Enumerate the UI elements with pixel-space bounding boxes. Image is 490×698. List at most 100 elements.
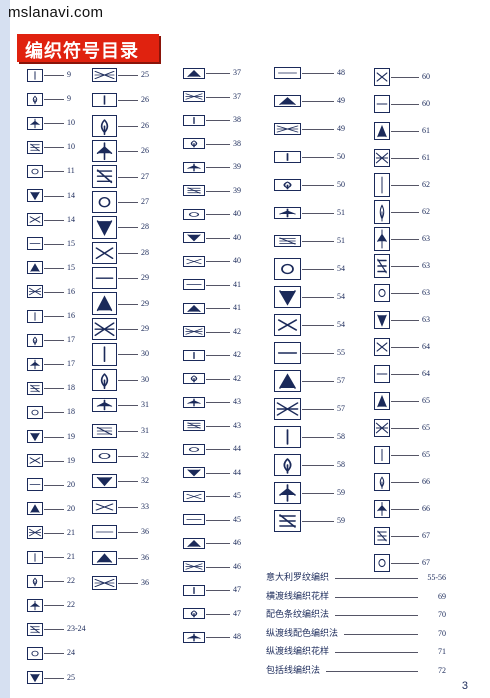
leader-line — [302, 241, 334, 242]
knitting-symbol-icon — [183, 420, 205, 431]
leader-line — [44, 219, 64, 221]
note-page-ref: 70 — [438, 610, 446, 619]
page-ref: 20 — [67, 503, 75, 513]
leader-line — [44, 605, 64, 607]
leader-line — [44, 388, 64, 390]
knitting-symbol-icon — [183, 302, 205, 314]
page-ref: 59 — [337, 488, 345, 497]
note-leader-line — [335, 596, 418, 598]
symbol-entry: 19 — [27, 430, 99, 444]
note-text: 意大利罗纹编织 — [266, 573, 330, 583]
page-ref: 22 — [67, 600, 75, 610]
knitting-symbol-icon — [183, 138, 205, 149]
knitting-symbol-icon — [374, 527, 390, 545]
knitting-symbol-icon — [274, 454, 301, 476]
page-ref: 32 — [141, 451, 149, 460]
symbol-entry: 29 — [92, 292, 183, 315]
symbol-entry: 16 — [27, 285, 99, 299]
leader-line — [302, 157, 334, 158]
leader-line — [118, 252, 138, 254]
symbol-entry: 21 — [27, 526, 99, 540]
knitting-symbol-icon — [374, 311, 390, 329]
page-ref: 28 — [141, 247, 149, 257]
symbol-entry: 38 — [183, 113, 282, 127]
symbol-entry: 40 — [183, 207, 282, 221]
leader-line — [391, 536, 419, 537]
symbol-entry: 40 — [183, 231, 282, 245]
symbol-entry: 60 — [374, 68, 470, 86]
knitting-symbol-icon — [183, 608, 205, 619]
leader-line — [391, 158, 419, 159]
leader-line — [206, 519, 230, 521]
leader-line — [206, 566, 230, 568]
knitting-symbol-icon — [92, 317, 117, 341]
page-ref: 19 — [67, 431, 75, 441]
note-leader-line — [335, 652, 418, 653]
knitting-symbol-icon — [183, 537, 205, 549]
symbol-entry: 36 — [92, 550, 183, 565]
symbol-entry: 23-24 — [27, 622, 99, 636]
page-ref: 63 — [422, 261, 430, 270]
page-ref: 50 — [337, 152, 345, 161]
page-ref: 31 — [141, 400, 149, 410]
symbol-entry: 58 — [274, 426, 399, 448]
knitting-symbol-icon — [27, 550, 43, 564]
symbol-entry: 51 — [274, 206, 399, 220]
knitting-symbol-icon — [27, 381, 43, 395]
leader-line — [391, 482, 419, 483]
knitting-symbol-icon — [183, 161, 205, 173]
note-row: 纵渡线编织花样 71 — [266, 645, 446, 659]
leader-line — [118, 379, 138, 381]
knitting-symbol-icon — [183, 584, 205, 596]
symbol-entry: 10 — [27, 140, 99, 154]
leader-line — [391, 293, 419, 294]
leader-line — [206, 120, 230, 121]
page-ref: 62 — [422, 207, 430, 216]
leader-line — [118, 532, 138, 534]
knitting-symbol-icon — [274, 482, 301, 504]
page-ref: 26 — [141, 146, 149, 156]
leader-line — [206, 543, 230, 544]
page-ref: 48 — [337, 68, 345, 77]
knitting-symbol-icon — [27, 502, 43, 516]
page-ref: 44 — [233, 467, 241, 477]
knitting-symbol-icon — [274, 370, 301, 392]
leader-line — [302, 185, 334, 186]
knitting-symbol-icon — [27, 598, 43, 612]
page-ref: 54 — [337, 320, 345, 329]
symbol-entry: 31 — [92, 423, 183, 438]
symbol-entry: 59 — [274, 482, 399, 504]
page-ref: 18 — [67, 407, 75, 417]
symbol-entry: 46 — [183, 536, 282, 550]
symbol-entry: 29 — [92, 267, 183, 290]
leader-line — [302, 73, 334, 74]
symbol-entry: 47 — [183, 583, 282, 597]
knitting-symbol-icon — [27, 574, 43, 588]
knitting-symbol-icon — [92, 165, 117, 188]
symbol-entry: 16 — [27, 309, 99, 323]
page-ref: 42 — [233, 350, 241, 359]
symbol-entry: 33 — [92, 499, 183, 514]
knitting-symbol-icon — [374, 95, 390, 113]
leader-line — [118, 278, 138, 280]
page-ref: 31 — [141, 425, 149, 435]
symbol-entry: 49 — [274, 122, 399, 136]
knitting-symbol-icon — [274, 286, 301, 308]
knitting-symbol-icon — [183, 232, 205, 243]
leader-line — [391, 347, 419, 348]
note-text: 横渡线编织花样 — [266, 591, 330, 602]
page-ref: 24 — [67, 648, 75, 658]
page-number: 3 — [461, 680, 468, 692]
page-ref: 16 — [67, 286, 75, 296]
note-page-ref: 69 — [438, 591, 446, 601]
page-ref: 38 — [233, 138, 241, 148]
symbol-entry: 63 — [374, 284, 470, 302]
symbol-entry: 20 — [27, 502, 99, 516]
knitting-symbol-icon — [27, 237, 43, 251]
symbol-entry: 61 — [374, 149, 470, 167]
leader-line — [206, 214, 230, 215]
symbol-entry: 41 — [183, 301, 282, 315]
symbol-entry: 9 — [27, 92, 99, 106]
leader-line — [391, 77, 419, 78]
symbol-entry: 44 — [183, 466, 282, 480]
